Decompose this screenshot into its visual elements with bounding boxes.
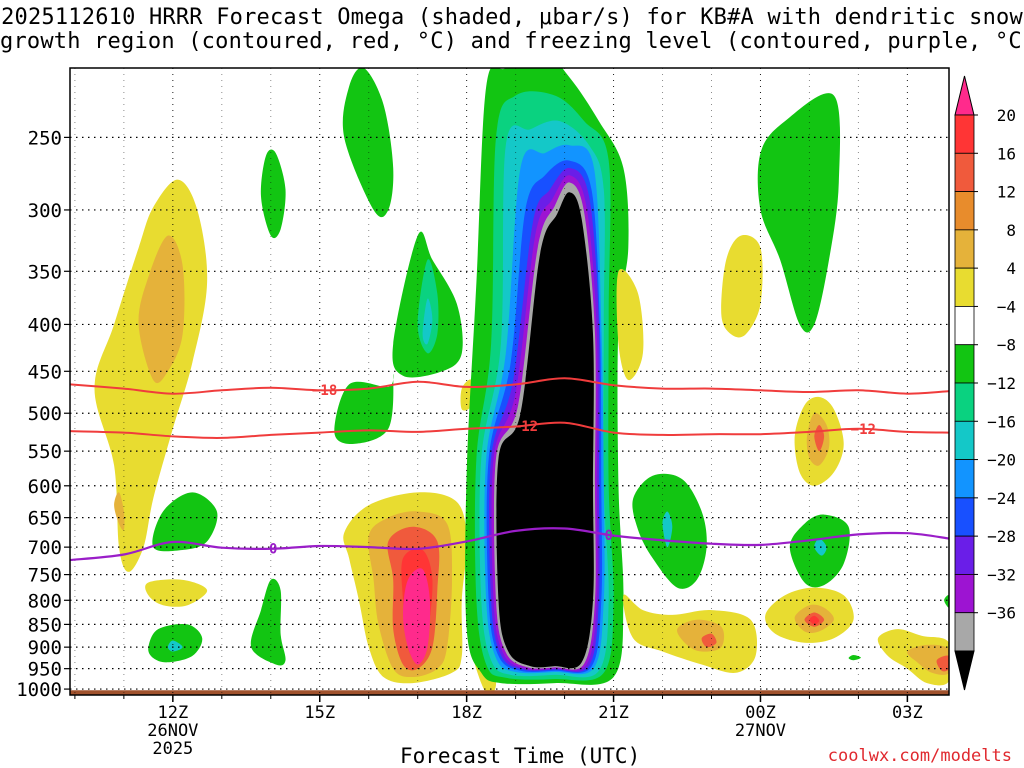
y-tick-label-400: 400 bbox=[28, 314, 62, 336]
colorbar-label-4: 4 bbox=[1006, 259, 1016, 278]
omega-region-12 bbox=[422, 298, 433, 345]
colorbar-swatch-1 bbox=[954, 152, 975, 192]
freezing-level-contour-line bbox=[70, 527, 949, 562]
omega-region-9 bbox=[342, 68, 394, 218]
y-tick-label-550: 550 bbox=[28, 441, 62, 463]
y-tick-label-950: 950 bbox=[28, 659, 62, 681]
chart-title: 2025112610 HRRR Forecast Omega (shaded, … bbox=[0, 6, 1024, 54]
omega-region-4 bbox=[145, 579, 208, 607]
red-contour-1-label-1: −12 bbox=[851, 422, 876, 438]
omega-region-6 bbox=[167, 640, 183, 652]
grid-lines bbox=[70, 68, 949, 695]
omega-region-19 bbox=[403, 568, 431, 665]
temperature-contours: −18 −12 −12 0 0 bbox=[70, 377, 949, 562]
omega-region-49 bbox=[907, 644, 949, 675]
omega-region-3 bbox=[152, 492, 218, 552]
x-tick-label-12-0: 12Z bbox=[157, 703, 188, 723]
y-tick-label-300: 300 bbox=[28, 200, 62, 222]
colorbar-swatch-4 bbox=[954, 267, 975, 307]
colorbar-swatch-3 bbox=[954, 229, 975, 269]
y-tick-label-250: 250 bbox=[28, 127, 62, 149]
colorbar-swatch-8 bbox=[954, 420, 975, 460]
omega-shading bbox=[70, 68, 949, 695]
x-tick-label-12-1: 26NOV bbox=[147, 721, 198, 741]
y-tick-label-800: 800 bbox=[28, 590, 62, 612]
omega-region-30 bbox=[616, 269, 644, 381]
omega-region-37 bbox=[662, 511, 673, 548]
omega-region-13 bbox=[334, 374, 394, 444]
freezing-level-contour-label-0: 0 bbox=[269, 542, 277, 558]
colorbar-swatch-7 bbox=[954, 382, 975, 422]
omega-region-51 bbox=[944, 595, 949, 608]
colorbar-label-3: 8 bbox=[1006, 221, 1016, 240]
colorbar-swatch-2 bbox=[954, 191, 975, 231]
red-contour-0-label-0: −18 bbox=[312, 383, 337, 399]
red-contour-1-label-0: −12 bbox=[513, 419, 538, 435]
omega-region-29 bbox=[496, 192, 594, 669]
y-tick-label-700: 700 bbox=[28, 537, 62, 559]
colorbar-swatch-12 bbox=[954, 574, 975, 614]
colorbar-arrow-bottom bbox=[954, 650, 975, 691]
omega-region-50 bbox=[936, 655, 949, 672]
omega-region-46 bbox=[809, 615, 820, 625]
colorbar-label-10: −24 bbox=[987, 489, 1016, 508]
ground-surface bbox=[70, 690, 949, 695]
x-tick-label-24-1: 27NOV bbox=[735, 721, 786, 741]
colorbar-swatch-0 bbox=[954, 114, 975, 154]
x-tick-label-12-2: 2025 bbox=[152, 739, 193, 759]
title-line-2: growth region (contoured, red, °C) and f… bbox=[0, 29, 1024, 54]
x-tick-label-18-0: 18Z bbox=[451, 703, 482, 723]
y-axis: 2503003504004505005506006507007508008509… bbox=[16, 127, 70, 701]
colorbar-swatch-10 bbox=[954, 497, 975, 537]
omega-region-2 bbox=[114, 492, 125, 531]
colorbar-label-1: 16 bbox=[997, 144, 1016, 163]
y-tick-label-650: 650 bbox=[28, 508, 62, 530]
colorbar-label-6: −8 bbox=[997, 336, 1016, 355]
omega-region-7 bbox=[260, 149, 286, 239]
colorbar-swatch-5 bbox=[954, 306, 975, 346]
y-tick-label-900: 900 bbox=[28, 637, 62, 659]
site-credit[interactable]: coolwx.com/modelts bbox=[827, 746, 1012, 766]
colorbar-label-11: −28 bbox=[987, 527, 1016, 546]
y-tick-label-1000: 1000 bbox=[16, 679, 62, 701]
colorbar-swatch-9 bbox=[954, 459, 975, 499]
red-contour-0-line bbox=[70, 377, 949, 395]
omega-region-8 bbox=[250, 578, 286, 666]
x-axis-label: Forecast Time (UTC) bbox=[400, 744, 641, 768]
omega-region-33 bbox=[701, 633, 717, 648]
omega-region-47 bbox=[848, 655, 861, 661]
colorbar-label-5: −4 bbox=[997, 297, 1016, 316]
colorbar-label-13: −36 bbox=[987, 604, 1016, 623]
colorbar: 20 16 12 8 4 −4 −8 −12 −16 −20 −24 −28 −32 −36 bbox=[954, 75, 1016, 691]
colorbar-label-8: −16 bbox=[987, 412, 1016, 431]
y-tick-label-750: 750 bbox=[28, 565, 62, 587]
x-tick-label-21-0: 21Z bbox=[598, 703, 629, 723]
colorbar-arrow-top bbox=[954, 75, 975, 116]
x-tick-label-24-0: 00Z bbox=[745, 703, 776, 723]
x-tick-label-27-0: 03Z bbox=[892, 703, 923, 723]
colorbar-label-12: −32 bbox=[987, 565, 1016, 584]
y-tick-label-350: 350 bbox=[28, 261, 62, 283]
x-tick-label-15-0: 15Z bbox=[304, 703, 335, 723]
colorbar-label-7: −12 bbox=[987, 374, 1016, 393]
colorbar-swatch-11 bbox=[954, 535, 975, 575]
title-line-1: 2025112610 HRRR Forecast Omega (shaded, … bbox=[1, 5, 1023, 30]
colorbar-label-0: 20 bbox=[997, 106, 1016, 125]
omega-region-34 bbox=[721, 235, 763, 338]
colorbar-label-2: 12 bbox=[997, 183, 1016, 202]
colorbar-swatch-6 bbox=[954, 344, 975, 384]
y-tick-label-850: 850 bbox=[28, 614, 62, 636]
colorbar-label-9: −20 bbox=[987, 451, 1016, 470]
y-tick-label-450: 450 bbox=[28, 361, 62, 383]
y-tick-label-500: 500 bbox=[28, 403, 62, 425]
freezing-level-contour-label-1: 0 bbox=[604, 528, 612, 544]
y-tick-label-600: 600 bbox=[28, 476, 62, 498]
plot-frame bbox=[69, 67, 950, 696]
colorbar-swatch-13 bbox=[954, 612, 975, 652]
omega-region-35 bbox=[757, 93, 841, 333]
red-contour-1-line bbox=[70, 421, 949, 439]
